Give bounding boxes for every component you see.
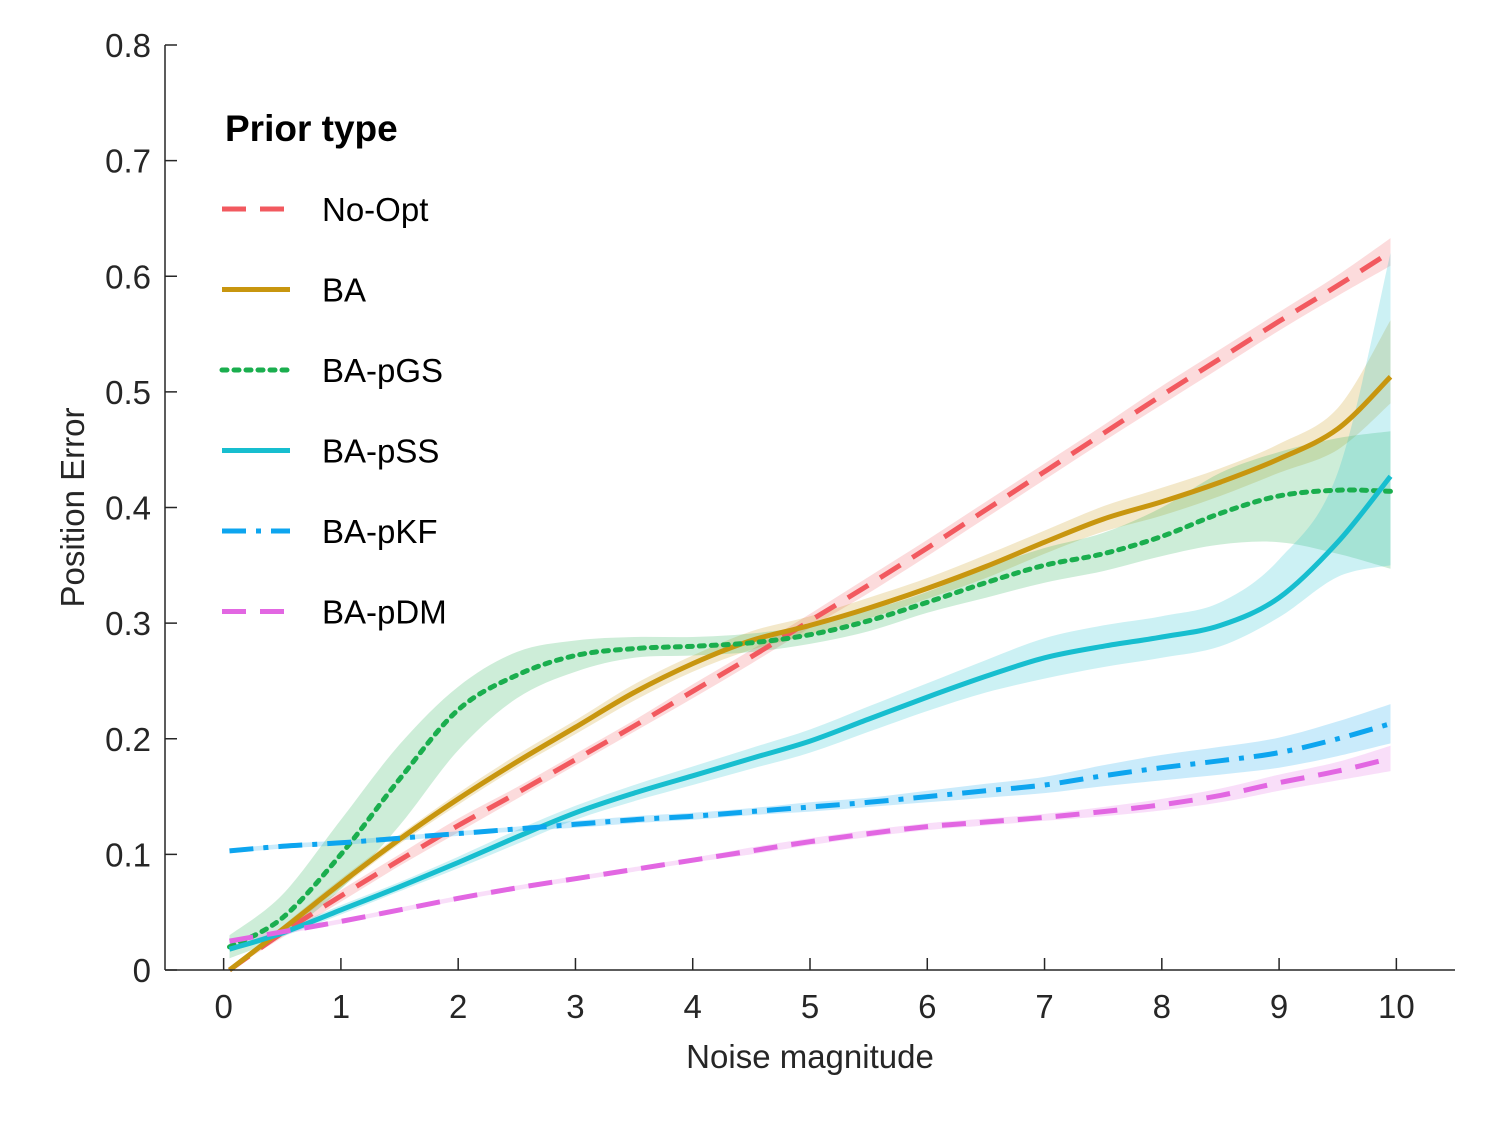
y-tick-label: 0.3 [105,605,151,642]
x-tick-label: 0 [214,988,232,1025]
x-tick-label: 6 [918,988,936,1025]
legend-label: BA-pGS [322,352,443,389]
legend-item-ba-pgs: BA-pGS [219,352,443,389]
legend-item-ba-pdm: BA-pDM [222,594,447,631]
x-tick-label: 2 [449,988,467,1025]
x-axis-title: Noise magnitude [686,1038,934,1075]
x-tick-label: 5 [801,988,819,1025]
x-tick-label: 7 [1035,988,1053,1025]
legend-label: No-Opt [322,191,428,228]
x-tick-label: 9 [1270,988,1288,1025]
y-tick-label: 0.5 [105,374,151,411]
x-tick-label: 8 [1153,988,1171,1025]
series-line-ba-pss [228,474,1393,952]
x-tick-label: 10 [1378,988,1415,1025]
x-tick-label: 4 [684,988,702,1025]
x-axis-ticks: 0 1 2 3 4 5 6 7 8 9 10 [214,958,1415,1025]
legend-item-ba-pkf: BA-pKF [222,513,438,550]
y-tick-label: 0.6 [105,258,151,295]
legend-label: BA-pDM [322,594,447,631]
legend-label: BA-pKF [322,513,438,550]
legend-item-no-opt: No-Opt [222,191,428,228]
band-no-opt [229,238,1391,971]
band-ba-pgs [229,431,1391,959]
legend-entries: No-Opt BA BA-pGS BA-pSS BA-pKF BA-pDM [219,191,447,631]
y-tick-label: 0.1 [105,836,151,873]
y-axis-ticks: 0 0.1 0.2 0.3 0.4 0.5 0.6 0.7 0.8 [105,27,177,989]
y-tick-label: 0.4 [105,490,151,527]
legend: Prior type No-Opt BA BA-pGS BA-pSS BA-pKF BA-… [219,108,447,631]
axes: 0 1 2 3 4 5 6 7 8 9 10 0 0.1 0.2 0.3 0.4 0.5 0.6 0.7 0.8 [105,27,1455,1025]
series-line-ba-pdm [229,755,1392,944]
y-tick-label: 0.8 [105,27,151,64]
y-axis-title: Position Error [54,408,91,608]
legend-label: BA-pSS [322,433,439,470]
y-tick-label: 0.2 [105,721,151,758]
y-tick-label: 0 [133,952,151,989]
series-line-ba-pgs [227,487,1393,950]
series-lines [227,249,1393,973]
legend-item-ba-pss: BA-pSS [222,433,439,470]
band-ba-pkf [229,704,1391,854]
legend-title: Prior type [225,108,398,149]
x-tick-label: 1 [332,988,350,1025]
series-line-ba [227,375,1393,972]
x-tick-label: 3 [566,988,584,1025]
legend-item-ba: BA [222,272,366,309]
legend-label: BA [322,272,366,309]
y-tick-label: 0.7 [105,143,151,180]
